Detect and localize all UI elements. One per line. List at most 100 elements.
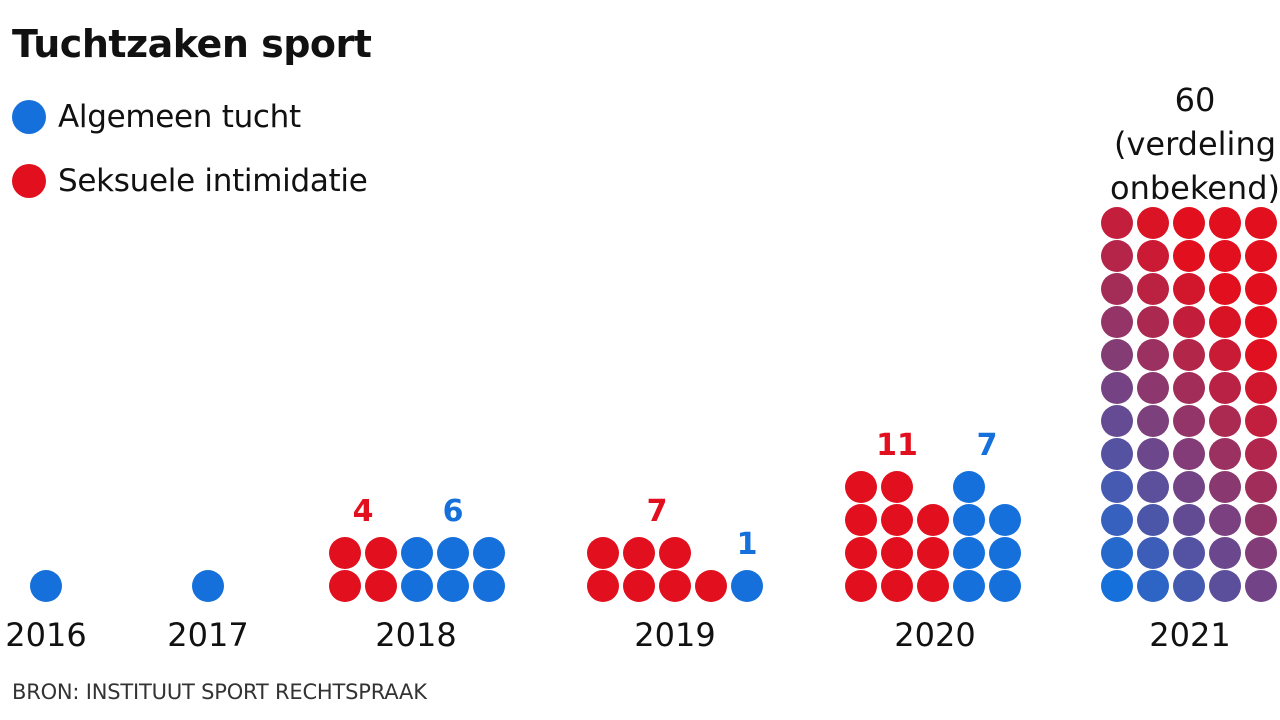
dot-unknown	[1245, 339, 1277, 371]
dot-seksueel	[365, 570, 397, 602]
legend-marker-algemeen	[12, 100, 46, 134]
dot-seksueel	[845, 471, 877, 503]
dot-unknown	[1101, 207, 1133, 239]
total-label-0: 60	[1175, 81, 1216, 119]
dot-unknown	[1209, 570, 1241, 602]
dot-seksueel	[623, 570, 655, 602]
dot-unknown	[1245, 504, 1277, 536]
dot-unknown	[1209, 339, 1241, 371]
dot-seksueel	[845, 537, 877, 569]
dot-unknown	[1245, 372, 1277, 404]
dot-unknown	[1137, 405, 1169, 437]
dot-unknown	[1137, 339, 1169, 371]
dot-unknown	[1137, 570, 1169, 602]
count-label-seksueel: 11	[876, 428, 918, 463]
dot-algemeen	[192, 570, 224, 602]
dot-unknown	[1173, 207, 1205, 239]
dot-unknown	[1137, 306, 1169, 338]
dot-unknown	[1137, 471, 1169, 503]
dot-unknown	[1209, 405, 1241, 437]
dot-unknown	[1245, 306, 1277, 338]
legend-label-seksueel: Seksuele intimidatie	[58, 163, 368, 199]
dot-seksueel	[881, 471, 913, 503]
dot-unknown	[1209, 240, 1241, 272]
source-note: BRON: INSTITUUT SPORT RECHTSPRAAK	[12, 680, 427, 704]
dot-unknown	[1101, 240, 1133, 272]
dot-unknown	[1209, 273, 1241, 305]
dot-seksueel	[659, 537, 691, 569]
legend-marker-seksueel	[12, 164, 46, 198]
dot-seksueel	[587, 537, 619, 569]
dot-algemeen	[953, 471, 985, 503]
dot-algemeen	[473, 570, 505, 602]
dot-unknown	[1173, 372, 1205, 404]
dot-algemeen	[953, 537, 985, 569]
dot-algemeen	[953, 504, 985, 536]
dot-unknown	[1209, 438, 1241, 470]
dot-seksueel	[365, 537, 397, 569]
dot-unknown	[1209, 504, 1241, 536]
legend-item-algemeen: Algemeen tucht	[12, 92, 367, 142]
dot-unknown	[1209, 207, 1241, 239]
dot-unknown	[1101, 471, 1133, 503]
dot-seksueel	[623, 537, 655, 569]
dot-seksueel	[917, 504, 949, 536]
year-label-2020: 2020	[894, 616, 975, 654]
dot-unknown	[1245, 537, 1277, 569]
dot-unknown	[1209, 471, 1241, 503]
dot-unknown	[1173, 273, 1205, 305]
dot-seksueel	[845, 570, 877, 602]
dot-unknown	[1245, 438, 1277, 470]
dot-algemeen	[731, 570, 763, 602]
dot-unknown	[1173, 537, 1205, 569]
dot-unknown	[1173, 339, 1205, 371]
dot-algemeen	[989, 504, 1021, 536]
dot-unknown	[1101, 537, 1133, 569]
dot-unknown	[1209, 537, 1241, 569]
dot-seksueel	[845, 504, 877, 536]
dot-unknown	[1137, 240, 1169, 272]
count-label-algemeen: 7	[977, 428, 998, 463]
dot-seksueel	[329, 537, 361, 569]
year-label-2017: 2017	[167, 616, 248, 654]
dot-unknown	[1173, 471, 1205, 503]
dot-seksueel	[881, 504, 913, 536]
dot-seksueel	[695, 570, 727, 602]
dot-unknown	[1101, 405, 1133, 437]
dot-algemeen	[401, 570, 433, 602]
count-label-seksueel: 7	[647, 494, 668, 529]
dot-unknown	[1245, 273, 1277, 305]
dot-unknown	[1245, 570, 1277, 602]
dot-unknown	[1101, 570, 1133, 602]
dot-algemeen	[401, 537, 433, 569]
dot-unknown	[1101, 504, 1133, 536]
dot-seksueel	[917, 570, 949, 602]
dot-unknown	[1137, 537, 1169, 569]
dot-algemeen	[989, 537, 1021, 569]
dot-algemeen	[473, 537, 505, 569]
dot-unknown	[1173, 438, 1205, 470]
dot-unknown	[1101, 273, 1133, 305]
dot-algemeen	[30, 570, 62, 602]
dot-unknown	[1173, 504, 1205, 536]
dot-algemeen	[437, 537, 469, 569]
chart-title: Tuchtzaken sport	[12, 22, 372, 66]
total-label-1: (verdeling	[1114, 125, 1276, 163]
dot-seksueel	[587, 570, 619, 602]
dot-unknown	[1173, 306, 1205, 338]
dot-unknown	[1245, 240, 1277, 272]
dot-seksueel	[329, 570, 361, 602]
dot-algemeen	[437, 570, 469, 602]
dot-unknown	[1245, 405, 1277, 437]
dot-unknown	[1101, 306, 1133, 338]
year-label-2018: 2018	[375, 616, 456, 654]
count-label-algemeen: 6	[443, 494, 464, 529]
year-label-2021: 2021	[1149, 616, 1230, 654]
year-label-2019: 2019	[634, 616, 715, 654]
dot-unknown	[1245, 471, 1277, 503]
dot-unknown	[1137, 372, 1169, 404]
count-label-algemeen: 1	[737, 527, 758, 562]
year-label-2016: 2016	[5, 616, 86, 654]
dot-seksueel	[881, 570, 913, 602]
